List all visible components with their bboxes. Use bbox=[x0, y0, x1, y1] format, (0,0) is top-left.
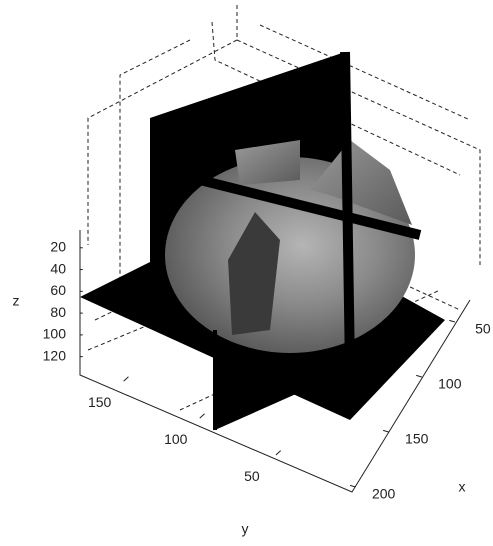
x-tick-label: 100 bbox=[438, 376, 462, 392]
x-tick-mark bbox=[449, 320, 455, 322]
z-tick-label: 60 bbox=[50, 282, 66, 298]
slice-edge bbox=[345, 52, 350, 370]
x-tick-mark bbox=[416, 375, 422, 377]
chart: z y x 50 100 150 200 50 100 150 20 40 60 80 100 120 bbox=[0, 0, 493, 546]
y-tick-mark bbox=[124, 377, 129, 381]
y-tick-mark bbox=[276, 451, 281, 455]
x-axis-label: x bbox=[459, 479, 466, 495]
x-tick-mark bbox=[383, 430, 389, 432]
z-tick-label: 40 bbox=[50, 260, 66, 276]
z-axis-label: z bbox=[13, 293, 20, 309]
y-tick-label: 150 bbox=[88, 394, 112, 410]
z-tick-label: 120 bbox=[43, 347, 67, 363]
slices bbox=[80, 52, 445, 430]
x-tick-mark bbox=[350, 485, 356, 487]
z-tick-label: 80 bbox=[50, 304, 66, 320]
x-tick-label: 50 bbox=[475, 321, 491, 337]
x-tick-label: 150 bbox=[405, 431, 429, 447]
y-tick-label: 50 bbox=[244, 468, 260, 484]
z-tick-label: 100 bbox=[43, 326, 67, 342]
y-tick-mark bbox=[200, 414, 205, 418]
y-axis-label: y bbox=[242, 521, 249, 537]
x-tick-label: 200 bbox=[372, 486, 396, 502]
y-tick-label: 100 bbox=[164, 431, 188, 447]
z-tick-label: 20 bbox=[50, 238, 66, 254]
